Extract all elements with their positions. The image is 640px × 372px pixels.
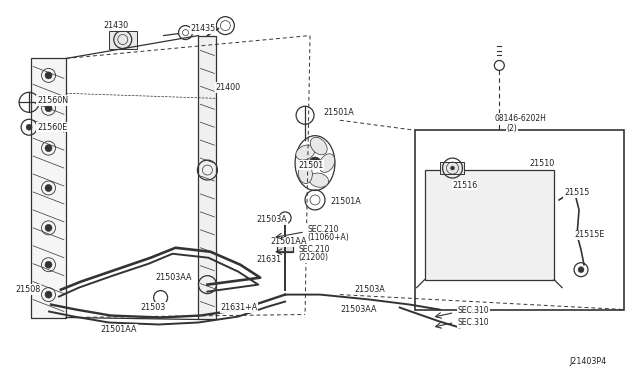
Text: SEC.210: SEC.210 [307, 225, 339, 234]
Bar [109, 31, 137, 48]
Bar [415, 130, 624, 310]
Circle shape [45, 261, 52, 268]
Ellipse shape [319, 154, 335, 172]
Circle shape [45, 224, 52, 231]
Ellipse shape [295, 136, 335, 190]
Text: 21503A: 21503A [256, 215, 287, 224]
Text: 21503AA: 21503AA [156, 273, 192, 282]
Circle shape [309, 157, 321, 169]
Text: 21435: 21435 [191, 24, 216, 33]
Ellipse shape [296, 145, 315, 160]
Text: 21560N: 21560N [37, 96, 68, 105]
Bar [440, 162, 465, 174]
Circle shape [45, 185, 52, 192]
Text: 21501A: 21501A [330, 198, 361, 206]
Text: 21508: 21508 [15, 285, 40, 294]
Text: 21510: 21510 [529, 158, 554, 167]
Text: 21430: 21430 [104, 21, 129, 30]
Bar [424, 170, 554, 280]
Text: 21501: 21501 [298, 161, 323, 170]
Text: 21631: 21631 [256, 255, 282, 264]
Text: (2): (2) [506, 124, 517, 133]
Circle shape [578, 267, 584, 273]
Circle shape [45, 291, 52, 298]
Text: 21503: 21503 [141, 303, 166, 312]
Ellipse shape [309, 173, 328, 187]
Text: 21400: 21400 [216, 83, 241, 92]
Bar [198, 36, 216, 320]
Text: 21501AA: 21501AA [101, 325, 138, 334]
Circle shape [45, 105, 52, 112]
Text: 21503A: 21503A [355, 285, 386, 294]
Text: 21501AA: 21501AA [270, 237, 307, 246]
Text: J21403P4: J21403P4 [569, 357, 606, 366]
Text: SEC.310: SEC.310 [458, 318, 489, 327]
Bar [277, 240, 293, 252]
Text: 21515: 21515 [564, 189, 589, 198]
Text: 21503AA: 21503AA [340, 305, 376, 314]
Text: 21631+A: 21631+A [220, 303, 258, 312]
Circle shape [45, 72, 52, 79]
Text: 21516: 21516 [452, 180, 477, 189]
Ellipse shape [310, 137, 327, 155]
Text: (21200): (21200) [298, 253, 328, 262]
Text: 21515E: 21515E [574, 230, 604, 239]
Bar [31, 58, 66, 318]
Text: 08146-6202H: 08146-6202H [494, 114, 546, 123]
Circle shape [45, 145, 52, 152]
Ellipse shape [298, 164, 312, 183]
Text: 21560E: 21560E [37, 123, 67, 132]
Text: (11060+A): (11060+A) [307, 233, 349, 242]
Text: SEC.210: SEC.210 [298, 245, 330, 254]
Text: SEC.310: SEC.310 [458, 306, 489, 315]
Circle shape [451, 166, 454, 170]
Circle shape [26, 124, 32, 130]
Text: 21501A: 21501A [323, 108, 354, 117]
